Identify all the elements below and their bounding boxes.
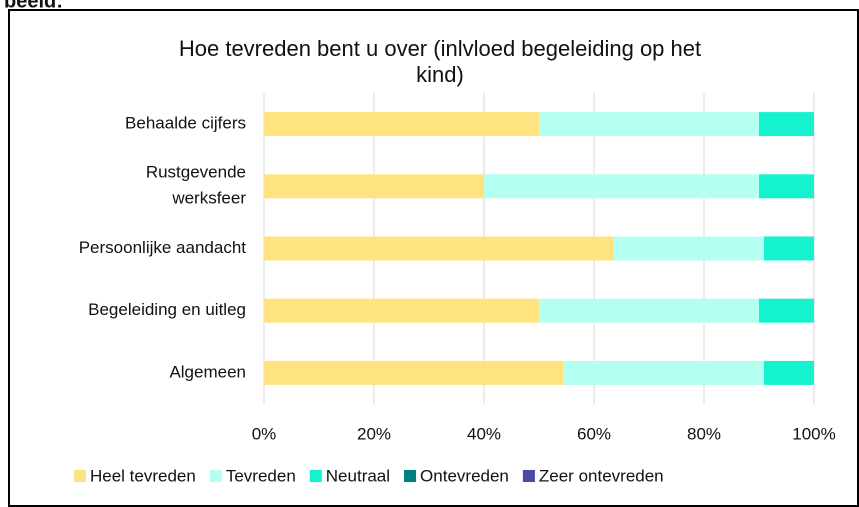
bar-segment [759,174,814,199]
legend-swatch [74,470,86,482]
x-tick-label: 80% [687,424,721,443]
legend-swatch [309,470,322,482]
y-tick-label: Behaalde cijfers [125,114,246,133]
legend-label: Ontevreden [420,466,509,485]
legend-swatch [522,470,535,482]
bar-segment [264,174,484,199]
x-tick-label: 20% [357,424,391,443]
x-tick-label: 0% [252,424,277,443]
bar-segment [484,174,759,199]
bar-segment [759,298,814,323]
y-tick-label: Begeleiding en uitleg [88,300,246,319]
y-tick-label: Rustgevende werksfeer [146,163,247,208]
y-tick-label: Algemeen [169,362,246,381]
bar-segment [264,298,539,323]
bar-segment [563,360,764,385]
bar-segment [763,236,814,261]
x-tick-label: 100% [792,424,835,443]
x-tick-label: 40% [467,424,501,443]
bar-segment [264,236,614,261]
bar-segment [264,112,539,137]
legend-label: Heel tevreden [90,466,196,485]
legend-label: Zeer ontevreden [539,466,664,485]
bar-segment [763,360,814,385]
y-tick-label: Persoonlijke aandacht [79,238,247,257]
chart-title: Hoe tevreden bent u over (inlvloed begel… [179,36,701,87]
bar-segment [759,112,814,137]
bar-segment [613,236,764,261]
bar-segment [264,360,564,385]
legend-swatch [209,470,222,482]
legend-swatch [404,470,417,482]
legend-label: Tevreden [226,466,296,485]
legend-label: Neutraal [326,466,390,485]
bar-segment [539,298,759,323]
bar-segment [539,112,759,137]
x-tick-label: 60% [577,424,611,443]
